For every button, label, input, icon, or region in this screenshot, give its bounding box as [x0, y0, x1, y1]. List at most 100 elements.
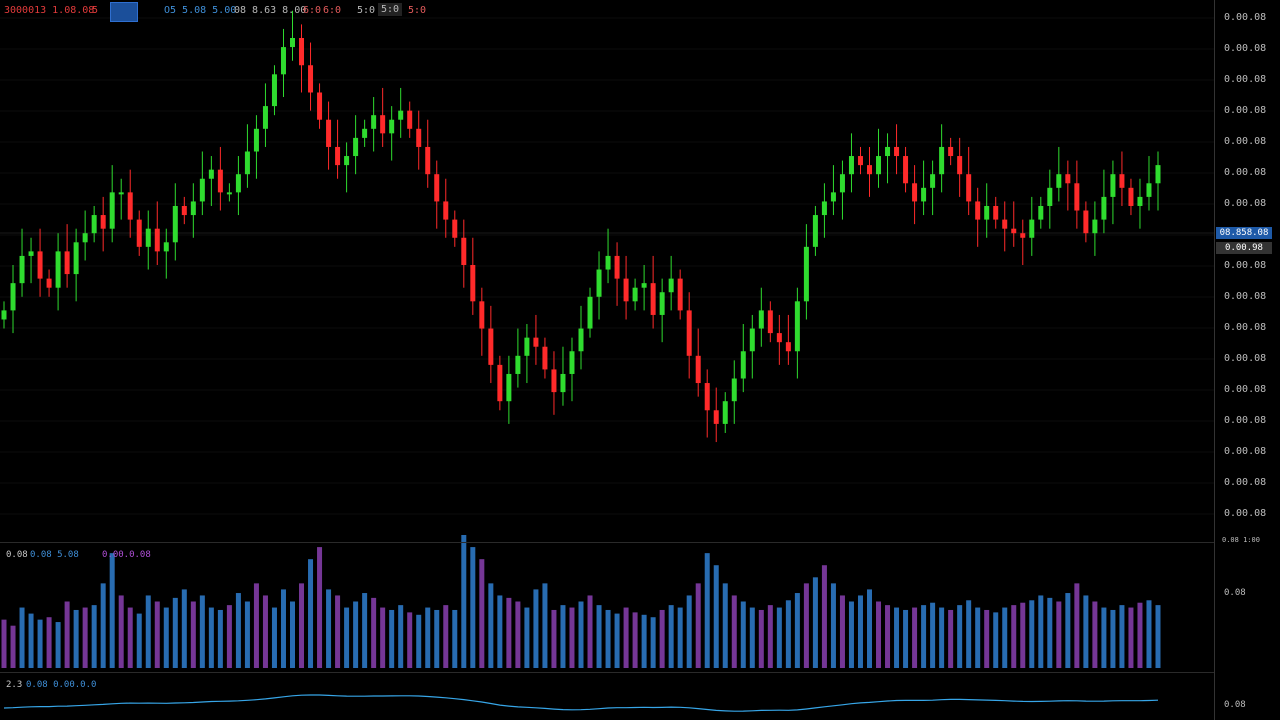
candle-body: [416, 128, 422, 147]
candle-body: [641, 283, 647, 288]
candle-body: [894, 146, 900, 157]
candle-body: [217, 169, 223, 193]
volume-bar: [758, 609, 764, 668]
volume-pane-separator[interactable]: [0, 542, 1214, 543]
volume-bar: [1065, 593, 1071, 668]
oscillator-axis-label: 0.08: [1224, 700, 1246, 710]
volume-bar: [668, 605, 674, 668]
candle-body: [1056, 174, 1062, 188]
candle-body: [317, 92, 323, 120]
candle-body: [1020, 233, 1026, 238]
candle-body: [1137, 196, 1143, 206]
candle-body: [1146, 183, 1152, 197]
volume-bar: [695, 583, 701, 668]
price-tick-label: 0.00.08: [1224, 198, 1267, 209]
candle-body: [326, 119, 332, 147]
candle-body: [190, 201, 196, 216]
volume-bar: [885, 605, 891, 668]
indicator-toggle-1[interactable]: 6:0: [303, 5, 322, 16]
volume-bar: [434, 609, 440, 668]
volume-bar: [452, 609, 458, 668]
volume-bar: [1056, 601, 1062, 668]
candle-body: [803, 246, 809, 302]
candle-body: [731, 378, 737, 402]
indicator-toggle-5[interactable]: 5:0: [408, 5, 427, 16]
oscillator-legend-title: 2.3: [6, 680, 23, 690]
candle-body: [794, 301, 800, 352]
indicator-toggle-3[interactable]: 5:0: [357, 5, 376, 16]
candle-body: [551, 369, 557, 393]
volume-bar: [812, 577, 818, 668]
volume-bar: [1, 619, 7, 668]
indicator-toggle-4[interactable]: 5:0: [378, 3, 403, 16]
volume-bar: [659, 609, 665, 668]
candle-body: [407, 110, 413, 129]
candle-body: [262, 106, 268, 129]
volume-bar: [253, 583, 259, 668]
volume-bar: [506, 597, 512, 668]
volume-bar: [290, 601, 295, 668]
candle-body: [921, 187, 927, 202]
interval-label[interactable]: 5: [92, 5, 99, 16]
candle-body: [695, 355, 701, 384]
volume-bar: [623, 607, 629, 668]
candle-body: [767, 310, 773, 334]
candle-body: [677, 278, 683, 311]
candle-body: [199, 178, 205, 202]
oscillator-pane-separator[interactable]: [0, 672, 1214, 673]
volume-bar: [145, 595, 151, 668]
candle-body: [650, 283, 656, 315]
volume-bar: [921, 605, 927, 668]
volume-bar: [912, 607, 918, 668]
candle-body: [226, 192, 232, 195]
volume-bar: [353, 601, 359, 668]
volume-bar: [524, 607, 530, 668]
ohlc-open-readout: O5 5.08 5.00: [164, 5, 237, 16]
candle-body: [578, 328, 584, 352]
candle-body: [984, 205, 990, 220]
volume-bar: [542, 583, 548, 668]
volume-bar: [821, 565, 827, 668]
volume-bar: [46, 617, 52, 668]
volume-bar: [19, 607, 25, 668]
volume-bar: [64, 601, 70, 668]
volume-bar: [407, 612, 413, 668]
candle-body: [912, 183, 918, 202]
volume-bar: [1110, 609, 1116, 668]
candle-body: [398, 110, 404, 120]
volume-bar: [894, 607, 900, 668]
candle-body: [596, 269, 602, 297]
candle-body: [299, 38, 305, 66]
indicator-toggle-2[interactable]: 6:0: [323, 5, 342, 16]
candle-body: [1029, 219, 1035, 238]
candle-body: [839, 174, 845, 193]
candle-body: [452, 219, 458, 238]
last-price-tag-secondary: 0.00.98: [1216, 242, 1272, 254]
candle-body: [479, 301, 485, 329]
price-tick-label: 0.00.08: [1224, 43, 1267, 54]
volume-bar: [326, 589, 332, 668]
volume-bar: [830, 583, 836, 668]
candle-body: [470, 265, 476, 302]
candle-body: [434, 174, 440, 202]
volume-bar: [362, 593, 368, 668]
volume-bar: [199, 595, 205, 668]
candle-body: [885, 146, 891, 157]
candle-body: [380, 115, 386, 134]
volume-bar: [1047, 597, 1053, 668]
volume-bar: [208, 607, 214, 668]
volume-bar: [1038, 595, 1044, 668]
volume-bar: [596, 605, 602, 668]
price-tick-label: 0.00.08: [1224, 446, 1267, 457]
candle-body: [100, 215, 106, 229]
price-tick-label: 0.00.08: [1224, 12, 1267, 23]
candle-body: [948, 146, 954, 157]
active-tool-button[interactable]: [110, 2, 138, 22]
volume-bar: [317, 547, 323, 668]
candle-body: [461, 237, 467, 265]
candle-body: [1083, 210, 1089, 234]
symbol-label[interactable]: 3000013 1.08.08: [4, 5, 95, 16]
price-axis-separator: [1214, 0, 1215, 720]
